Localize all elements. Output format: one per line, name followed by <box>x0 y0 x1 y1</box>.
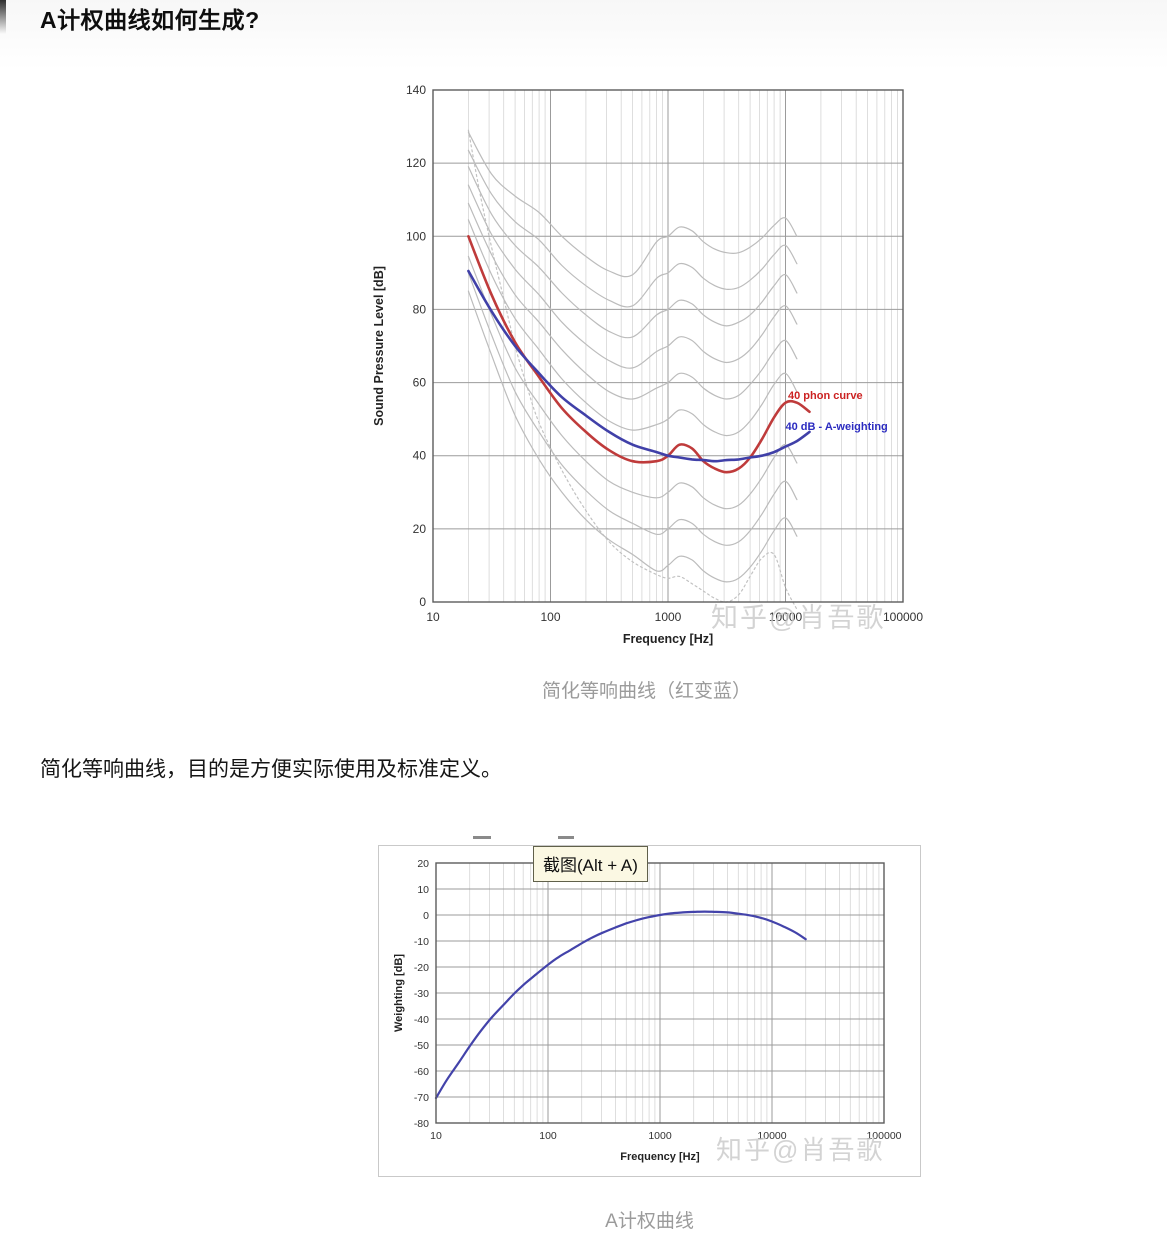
svg-text:10: 10 <box>417 884 429 896</box>
svg-text:Frequency [Hz]: Frequency [Hz] <box>623 632 713 646</box>
svg-text:100: 100 <box>539 1130 557 1142</box>
svg-text:10: 10 <box>426 610 440 624</box>
svg-text:120: 120 <box>406 156 426 170</box>
equal-loudness-figure: 0 20 40 60 80 100 120 140 10 100 1000 10000 100000 Fr… <box>368 75 925 660</box>
svg-text:80: 80 <box>413 302 427 316</box>
svg-text:40: 40 <box>413 449 427 463</box>
svg-text:0: 0 <box>423 910 429 922</box>
svg-text:Frequency [Hz]: Frequency [Hz] <box>620 1151 700 1163</box>
svg-text:100000: 100000 <box>883 610 923 624</box>
svg-text:1000: 1000 <box>648 1130 672 1142</box>
svg-text:100000: 100000 <box>866 1130 901 1142</box>
svg-text:10: 10 <box>430 1130 442 1142</box>
svg-text:100: 100 <box>406 229 426 243</box>
svg-text:-80: -80 <box>414 1118 429 1130</box>
svg-text:60: 60 <box>413 376 427 390</box>
a-weighting-figure: 20 10 0 -10 -20 -30 -40 -50 -60 -70 -80 10 100 1000 10… <box>378 845 921 1177</box>
svg-text:10000: 10000 <box>757 1130 786 1142</box>
svg-text:-10: -10 <box>414 936 429 948</box>
svg-text:Sound Pressure Level [dB]: Sound Pressure Level [dB] <box>372 266 386 426</box>
svg-text:-70: -70 <box>414 1092 429 1104</box>
svg-text:-50: -50 <box>414 1040 429 1052</box>
window-edge-shadow <box>0 0 6 34</box>
svg-text:-60: -60 <box>414 1066 429 1078</box>
svg-text:40 phon curve: 40 phon curve <box>788 390 863 402</box>
equal-loudness-chart: 0 20 40 60 80 100 120 140 10 100 1000 10000 100000 Fr… <box>372 83 923 646</box>
body-paragraph: 简化等响曲线，目的是方便实际使用及标准定义。 <box>40 758 502 781</box>
cropped-text-fragment <box>558 836 574 839</box>
svg-text:20: 20 <box>413 522 427 536</box>
screenshot-tool-tooltip: 截图(Alt + A) <box>533 846 648 882</box>
svg-text:10000: 10000 <box>769 610 803 624</box>
svg-text:Weighting [dB]: Weighting [dB] <box>393 954 405 1032</box>
figure2-caption: A计权曲线 <box>605 1211 694 1232</box>
svg-text:-40: -40 <box>414 1014 429 1026</box>
svg-text:20: 20 <box>417 858 429 870</box>
svg-text:知乎@肖吾歌: 知乎@肖吾歌 <box>716 1135 884 1165</box>
svg-text:知乎@肖吾歌: 知乎@肖吾歌 <box>711 603 885 633</box>
svg-text:1000: 1000 <box>655 610 682 624</box>
cropped-text-fragment <box>473 836 491 839</box>
figure1-caption: 简化等响曲线（红变蓝） <box>541 681 751 702</box>
svg-text:140: 140 <box>406 83 426 97</box>
svg-text:40 dB - A-weighting: 40 dB - A-weighting <box>786 421 888 433</box>
svg-text:-30: -30 <box>414 988 429 1000</box>
svg-text:100: 100 <box>540 610 560 624</box>
page-title: A计权曲线如何生成? <box>40 7 260 33</box>
svg-text:-20: -20 <box>414 962 429 974</box>
svg-text:0: 0 <box>419 595 426 609</box>
